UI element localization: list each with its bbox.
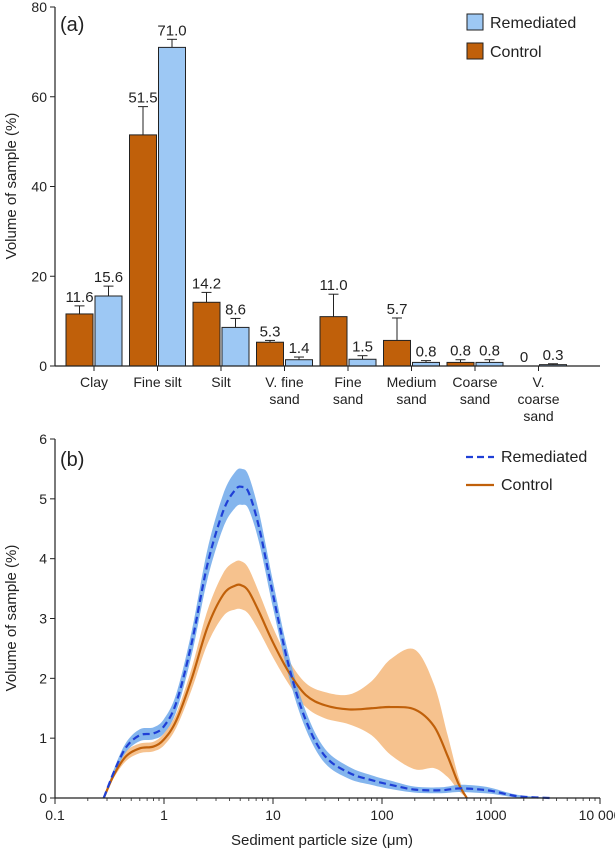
bar-control — [319, 316, 348, 367]
line-control — [102, 583, 468, 799]
y-tick-label: 2 — [39, 670, 47, 686]
category-label-line: sand — [269, 391, 299, 407]
x-tick-label: 10 000 — [579, 807, 615, 823]
bar-remediated — [158, 46, 186, 367]
bar-remediated — [94, 295, 123, 367]
panel-b-bands — [103, 468, 551, 799]
line-remediated — [102, 485, 551, 800]
category-label-line: Clay — [80, 374, 108, 390]
band-control — [103, 560, 467, 798]
bar-value-label: 51.5 — [128, 90, 157, 107]
panel-b-x-axis-label: Sediment particle size (μm) — [231, 832, 413, 849]
y-tick-label: 1 — [39, 730, 47, 746]
bar-value-label: 1.4 — [289, 340, 310, 357]
category-label-line: Coarse — [452, 374, 497, 390]
bar-control — [65, 313, 94, 367]
category-label-line: Silt — [211, 374, 231, 390]
legend-swatch-remediated — [466, 13, 484, 31]
category-label-line: coarse — [517, 391, 559, 407]
bar-control — [129, 134, 157, 367]
y-tick-label: 6 — [39, 431, 47, 447]
legend-label-control: Control — [490, 44, 542, 61]
category-label: V. coarse sand — [517, 374, 559, 424]
panel-a-bars: 11.615.6 51.5 71.0 14.28.6 5.3 1.4 11.0 1.5 5.7 0… — [65, 22, 567, 367]
x-tick-label: 1000 — [475, 807, 506, 823]
y-tick-label: 0 — [39, 358, 47, 374]
x-tick-label: 10 — [265, 807, 281, 823]
bar-value-label: 11.6 — [65, 289, 93, 306]
bar-value-label: 0 — [520, 349, 528, 366]
bar-remediated — [285, 359, 313, 367]
y-tick-label: 20 — [31, 268, 47, 284]
legend-swatch-control — [466, 42, 484, 60]
y-tick-label: 0 — [39, 790, 47, 806]
category-label: Clay — [80, 374, 108, 390]
category-label: Silt — [211, 374, 231, 390]
legend-label-remediated: Remediated — [490, 15, 576, 32]
panel-a-bar-chart: 11.615.6 51.5 71.0 14.28.6 5.3 1.4 11.0 1.5 5.7 0… — [3, 0, 600, 424]
category-label-line: sand — [460, 391, 490, 407]
panel-a-legend: Remediated Control — [466, 13, 576, 61]
bar-value-label: 11.0 — [319, 277, 347, 294]
category-label-line: V. fine — [265, 374, 304, 390]
bar-value-label: 0.8 — [479, 343, 500, 360]
panel-b-legend: Remediated Control — [466, 449, 587, 494]
bar-control — [383, 339, 411, 367]
category-label-line: sand — [396, 391, 426, 407]
bar-control — [256, 341, 284, 367]
bar-value-label: 5.7 — [387, 301, 408, 318]
x-tick-label: 100 — [370, 807, 394, 823]
panel-b-line-chart: 0 1 2 3 4 5 6 0.1 1 10 100 1000 10 000 (b) Volume of… — [3, 431, 615, 849]
bar-value-label: 1.5 — [352, 339, 373, 356]
bar-control — [192, 301, 221, 367]
panel-b-label: (b) — [60, 449, 84, 471]
bar-remediated — [348, 358, 377, 367]
category-label-line: sand — [523, 408, 553, 424]
category-label: V. fine sand — [265, 374, 304, 407]
y-tick-label: 60 — [31, 89, 47, 105]
category-label-line: V. — [533, 374, 545, 390]
x-tick-label: 0.1 — [45, 807, 65, 823]
bar-value-label: 0.8 — [450, 343, 471, 360]
y-tick-label: 3 — [39, 611, 47, 627]
panel-a-y-axis-label: Volume of sample (%) — [3, 113, 20, 260]
band-remediated — [103, 468, 551, 799]
category-label-line: Fine silt — [133, 374, 181, 390]
category-label-line: Medium — [387, 374, 437, 390]
panel-b-y-axis-label: Volume of sample (%) — [3, 545, 20, 692]
category-label-line: Fine — [334, 374, 361, 390]
x-tick-label: 1 — [160, 807, 168, 823]
bar-value-label: 0.3 — [543, 347, 564, 364]
bar-remediated — [221, 326, 250, 367]
category-label: Coarse sand — [452, 374, 497, 407]
bar-value-label: 71.0 — [157, 22, 186, 39]
panel-b-lines — [102, 485, 551, 800]
panel-b-axes: 0 1 2 3 4 5 6 0.1 1 10 100 1000 10 000 — [39, 431, 615, 823]
y-tick-label: 5 — [39, 491, 47, 507]
legend-label-remediated: Remediated — [501, 449, 587, 466]
category-label: Medium sand — [387, 374, 437, 407]
legend-label-control: Control — [501, 477, 553, 494]
category-label: Fine silt — [133, 374, 181, 390]
panel-a-label: (a) — [60, 14, 84, 36]
bar-value-label: 0.8 — [416, 344, 437, 361]
bar-value-label: 14.2 — [192, 275, 221, 292]
bar-value-label: 5.3 — [260, 323, 281, 340]
y-tick-label: 40 — [31, 179, 47, 195]
bar-value-label: 8.6 — [225, 301, 246, 318]
bar-value-label: 15.6 — [94, 269, 123, 286]
y-tick-label: 4 — [39, 551, 47, 567]
y-tick-label: 80 — [31, 0, 47, 15]
category-label: Fine sand — [333, 374, 363, 407]
category-label-line: sand — [333, 391, 363, 407]
